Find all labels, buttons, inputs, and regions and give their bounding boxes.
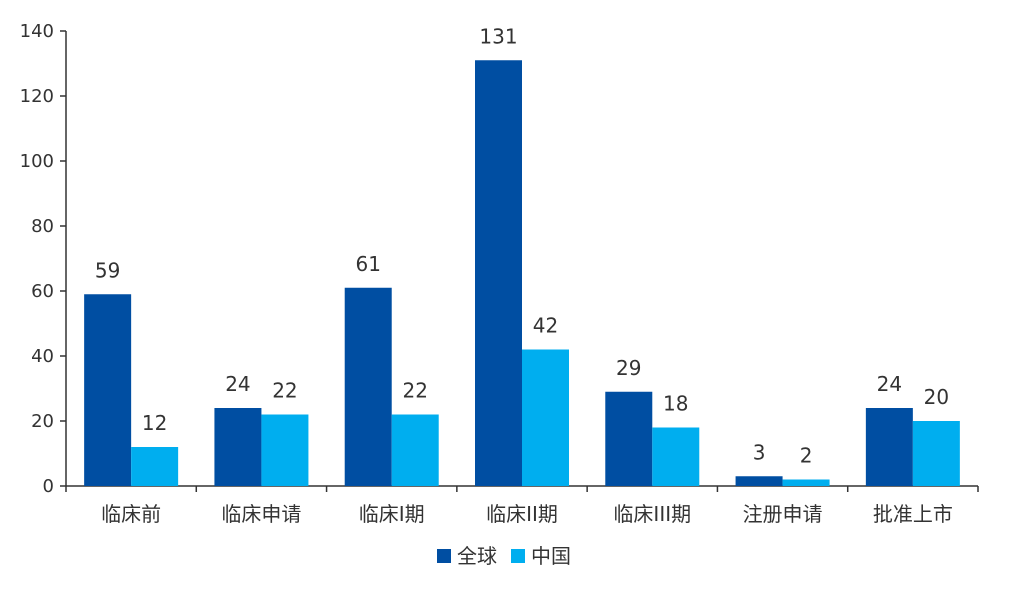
data-label: 24 [225,372,250,396]
bar [214,408,262,486]
data-label: 18 [663,392,688,416]
legend-label: 全球 [457,544,497,568]
x-category-label: 临床前 [101,502,161,526]
data-label: 131 [479,24,517,48]
bar [782,479,830,486]
y-tick-label: 80 [31,216,54,237]
data-label: 22 [402,379,427,403]
x-category-label: 临床I期 [359,502,425,526]
plot-area: 0 20 40 60 80 100 120 140 59 12 临床前 24 22 临床申请 61 22 临床I… [20,21,979,526]
data-label: 59 [95,258,120,282]
bar [652,427,700,486]
data-label: 3 [753,440,766,464]
data-label: 20 [924,385,949,409]
y-tick-label: 100 [20,151,54,172]
bar [261,414,309,486]
bar [735,476,783,486]
bar [344,287,392,486]
y-tick-label: 140 [20,21,54,42]
legend: 全球 中国 [437,544,571,568]
data-label: 12 [142,411,167,435]
bar [391,414,439,486]
x-category-label: 批准上市 [873,502,953,526]
y-tick-label: 20 [31,411,54,432]
bar [522,349,569,486]
bar [475,60,522,486]
x-category-label: 临床申请 [221,502,301,526]
x-category-label: 临床III期 [613,502,691,526]
bar [912,421,960,486]
data-label: 24 [877,372,902,396]
bar [605,391,653,486]
data-label: 22 [272,379,297,403]
bar [131,447,179,486]
y-tick-label: 60 [31,281,54,302]
x-category-label: 临床II期 [486,502,558,526]
bar [865,408,913,486]
data-label: 2 [800,444,813,468]
data-label: 42 [533,314,558,338]
legend-label: 中国 [531,544,571,568]
y-tick-label: 0 [43,476,54,497]
y-tick-label: 120 [20,86,54,107]
legend-swatch [511,549,525,563]
bar [84,294,132,486]
legend-swatch [437,549,451,563]
y-tick-label: 40 [31,346,54,367]
x-category-label: 注册申请 [743,502,823,526]
data-label: 61 [355,252,380,276]
data-label: 29 [616,356,641,380]
